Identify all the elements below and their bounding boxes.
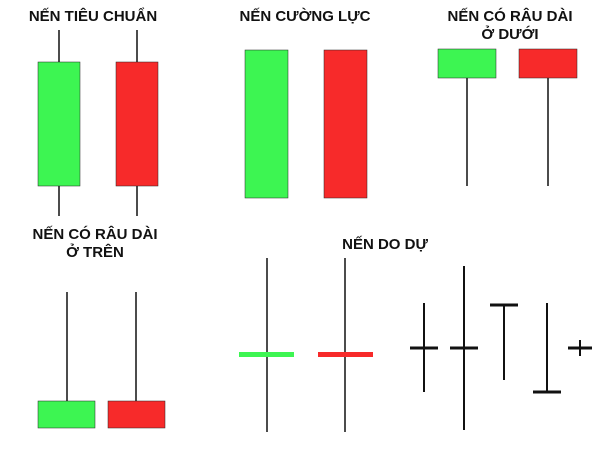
title-standard-candle: NẾN TIÊU CHUẨN: [28, 8, 158, 25]
red-lower-shadow-body: [518, 48, 578, 79]
doji-gravestone: [533, 303, 561, 394]
title-lower-shadow-candle: NẾN CÓ RÂU DÀI Ở DƯỚI: [420, 8, 600, 44]
doji-dragonfly: [490, 303, 518, 380]
title-upper-shadow-candle: NẾN CÓ RÂU DÀI Ở TRÊN: [20, 226, 170, 262]
green-strong-body: [244, 49, 289, 199]
doji-candles: [239, 258, 592, 432]
red-strong-body: [323, 49, 368, 199]
green-standard-body: [37, 61, 81, 187]
doji-long-legged: [450, 266, 478, 430]
title-doji-candle: NẾN DO DỰ: [342, 236, 428, 253]
green-lower-shadow-body: [437, 48, 497, 79]
red-upper-shadow-body: [107, 400, 166, 429]
red-doji-body: [318, 352, 373, 357]
title-strong-candle: NẾN CƯỜNG LỰC: [239, 8, 371, 25]
green-upper-shadow-body: [37, 400, 96, 429]
title-lower-shadow-line1: NẾN CÓ RÂU DÀI: [447, 8, 573, 25]
title-upper-shadow-line1: NẾN CÓ RÂU DÀI: [32, 226, 158, 243]
upper-shadow-candles: [37, 292, 166, 429]
doji-standard: [410, 303, 438, 392]
title-lower-shadow-line2: Ở DƯỚI: [481, 26, 539, 43]
lower-shadow-candles: [437, 48, 578, 186]
strong-candles: [244, 49, 368, 199]
title-upper-shadow-line2: Ở TRÊN: [66, 244, 124, 261]
doji-four-price: [568, 340, 592, 356]
standard-candles: [37, 30, 159, 216]
green-doji-body: [239, 352, 294, 357]
red-standard-body: [115, 61, 159, 187]
